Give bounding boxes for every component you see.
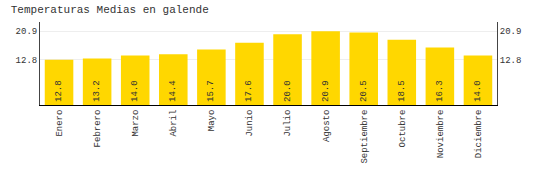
svg-text:Diciembre: Diciembre: [474, 110, 484, 159]
svg-text:Julio: Julio: [283, 110, 293, 137]
svg-text:12.8: 12.8: [500, 56, 522, 66]
svg-text:20.0: 20.0: [283, 80, 293, 102]
svg-text:Agosto: Agosto: [322, 110, 332, 142]
svg-text:Abril: Abril: [169, 110, 179, 137]
svg-text:13.2: 13.2: [92, 80, 102, 102]
svg-text:Noviembre: Noviembre: [436, 110, 446, 159]
svg-text:20.9: 20.9: [16, 27, 38, 37]
svg-text:20.9: 20.9: [321, 80, 331, 102]
svg-text:Septiembre: Septiembre: [360, 110, 370, 164]
svg-text:Temperaturas Medias en galende: Temperaturas Medias en galende: [11, 4, 209, 16]
svg-text:12.8: 12.8: [16, 56, 38, 66]
svg-text:14.0: 14.0: [130, 80, 140, 102]
svg-text:12.8: 12.8: [54, 80, 64, 102]
svg-text:14.4: 14.4: [168, 80, 178, 102]
svg-text:Febrero: Febrero: [93, 110, 103, 148]
svg-text:Mayo: Mayo: [207, 110, 217, 132]
svg-text:18.5: 18.5: [397, 80, 407, 102]
svg-text:17.6: 17.6: [244, 80, 254, 102]
svg-text:14.0: 14.0: [473, 80, 483, 102]
svg-text:Marzo: Marzo: [131, 110, 141, 137]
svg-text:20.9: 20.9: [500, 27, 522, 37]
svg-text:Octubre: Octubre: [398, 110, 408, 148]
svg-text:16.3: 16.3: [435, 80, 445, 102]
svg-text:Junio: Junio: [245, 110, 255, 137]
svg-text:Enero: Enero: [55, 110, 65, 137]
svg-text:20.5: 20.5: [359, 80, 369, 102]
svg-text:15.7: 15.7: [206, 80, 216, 102]
